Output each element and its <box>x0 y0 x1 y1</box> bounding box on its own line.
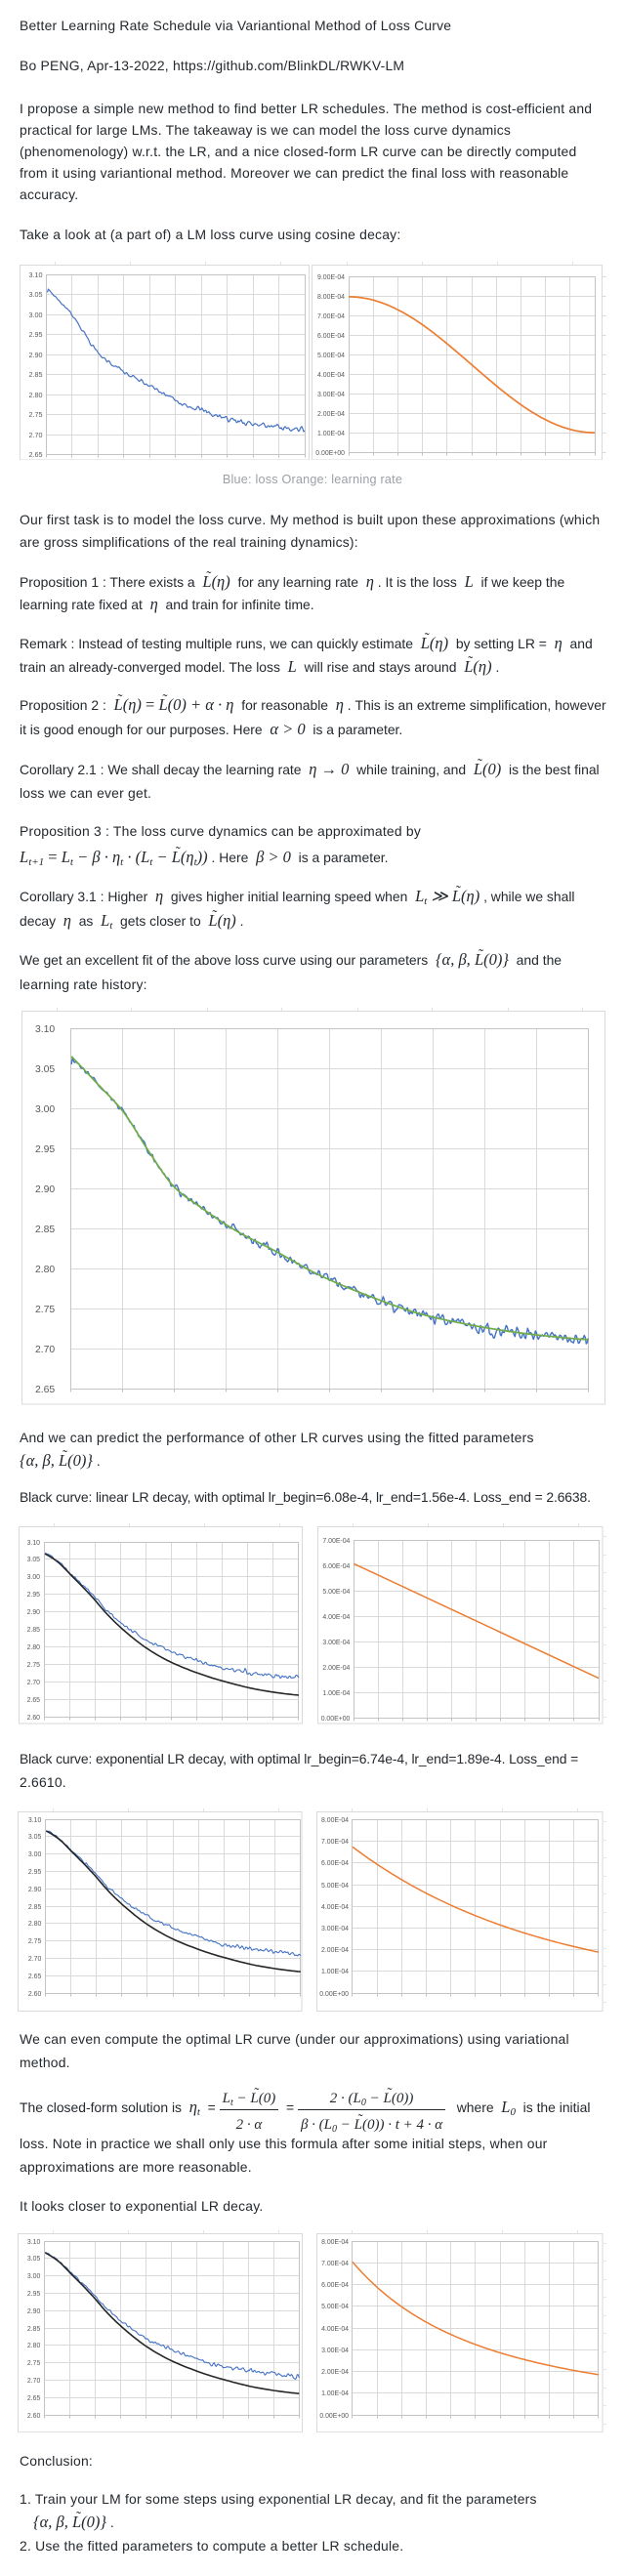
svg-text:2.80: 2.80 <box>27 2343 41 2349</box>
svg-text:3.00E-04: 3.00E-04 <box>317 392 345 398</box>
svg-text:3.00E-04: 3.00E-04 <box>321 2347 349 2354</box>
svg-text:2.95: 2.95 <box>27 2291 41 2298</box>
svg-text:3.05: 3.05 <box>34 1064 54 1075</box>
svg-text:0.00E+00: 0.00E+00 <box>321 1716 351 1723</box>
svg-text:3.00: 3.00 <box>27 1574 41 1581</box>
svg-text:3.05: 3.05 <box>27 1557 41 1563</box>
svg-text:2.90: 2.90 <box>29 351 43 359</box>
svg-text:6.00E-04: 6.00E-04 <box>317 333 345 340</box>
svg-text:2.70: 2.70 <box>27 1680 41 1686</box>
svg-text:2.00E-04: 2.00E-04 <box>321 2369 349 2376</box>
svg-text:2.75: 2.75 <box>28 1938 42 1945</box>
svg-text:2.65: 2.65 <box>34 1385 54 1395</box>
svg-text:0.00E+00: 0.00E+00 <box>319 2413 349 2420</box>
svg-text:3.00: 3.00 <box>27 2273 41 2280</box>
svg-text:7.00E-04: 7.00E-04 <box>321 1839 349 1846</box>
svg-text:1.00E-04: 1.00E-04 <box>321 2390 349 2397</box>
svg-text:2.65: 2.65 <box>29 450 43 459</box>
svg-text:2.85: 2.85 <box>29 370 43 379</box>
svg-text:2.60: 2.60 <box>28 1991 42 1998</box>
svg-text:2.60: 2.60 <box>27 2413 41 2420</box>
svg-text:2.65: 2.65 <box>27 2395 41 2402</box>
svg-text:6.00E-04: 6.00E-04 <box>322 1563 350 1570</box>
svg-text:2.95: 2.95 <box>34 1144 54 1155</box>
svg-text:3.10: 3.10 <box>28 1817 42 1824</box>
svg-text:5.00E-04: 5.00E-04 <box>317 353 345 359</box>
svg-text:2.80: 2.80 <box>28 1921 42 1928</box>
svg-text:7.00E-04: 7.00E-04 <box>322 1538 350 1545</box>
svg-text:2.95: 2.95 <box>28 1869 42 1876</box>
svg-text:1.00E-04: 1.00E-04 <box>317 431 345 437</box>
svg-text:7.00E-04: 7.00E-04 <box>321 2261 349 2267</box>
svg-text:0.00E+00: 0.00E+00 <box>319 1991 349 1998</box>
svg-text:2.85: 2.85 <box>27 1627 41 1634</box>
svg-text:8.00E-04: 8.00E-04 <box>321 2239 349 2246</box>
svg-text:2.90: 2.90 <box>28 1887 42 1893</box>
svg-text:6.00E-04: 6.00E-04 <box>321 2282 349 2289</box>
svg-text:2.70: 2.70 <box>34 1345 54 1355</box>
svg-text:3.10: 3.10 <box>34 1024 54 1035</box>
svg-text:2.70: 2.70 <box>28 1956 42 1963</box>
svg-text:2.65: 2.65 <box>28 1974 42 1980</box>
svg-text:5.00E-04: 5.00E-04 <box>321 2304 349 2310</box>
svg-text:2.60: 2.60 <box>27 1715 41 1722</box>
svg-text:1.00E-04: 1.00E-04 <box>321 1969 349 1975</box>
svg-text:2.70: 2.70 <box>29 431 43 439</box>
svg-text:8.00E-04: 8.00E-04 <box>317 294 345 301</box>
svg-text:2.65: 2.65 <box>27 1697 41 1704</box>
svg-text:7.00E-04: 7.00E-04 <box>317 313 345 320</box>
svg-text:9.00E-04: 9.00E-04 <box>317 274 345 281</box>
svg-text:4.00E-04: 4.00E-04 <box>321 2326 349 2333</box>
svg-text:2.85: 2.85 <box>34 1225 54 1235</box>
svg-text:3.00: 3.00 <box>28 1851 42 1858</box>
svg-text:5.00E-04: 5.00E-04 <box>321 1883 349 1890</box>
svg-text:2.90: 2.90 <box>34 1184 54 1195</box>
svg-text:2.75: 2.75 <box>27 1662 41 1669</box>
svg-text:2.80: 2.80 <box>34 1265 54 1275</box>
svg-text:2.75: 2.75 <box>29 410 43 419</box>
svg-text:3.10: 3.10 <box>27 2239 41 2246</box>
svg-text:2.90: 2.90 <box>27 1609 41 1616</box>
svg-text:2.00E-04: 2.00E-04 <box>321 1947 349 1954</box>
svg-text:3.00: 3.00 <box>29 311 43 319</box>
svg-text:3.05: 3.05 <box>29 290 43 299</box>
svg-text:2.80: 2.80 <box>29 391 43 399</box>
svg-text:2.85: 2.85 <box>27 2326 41 2333</box>
svg-text:3.00E-04: 3.00E-04 <box>321 1926 349 1932</box>
svg-text:4.00E-04: 4.00E-04 <box>321 1904 349 1911</box>
svg-text:2.70: 2.70 <box>27 2378 41 2385</box>
svg-text:3.05: 3.05 <box>27 2256 41 2263</box>
svg-text:5.00E-04: 5.00E-04 <box>322 1589 350 1596</box>
svg-text:4.00E-04: 4.00E-04 <box>317 372 345 379</box>
svg-text:8.00E-04: 8.00E-04 <box>321 1817 349 1824</box>
svg-text:3.10: 3.10 <box>27 1540 41 1547</box>
svg-text:1.00E-04: 1.00E-04 <box>322 1690 350 1697</box>
svg-text:3.00E-04: 3.00E-04 <box>322 1640 350 1646</box>
svg-text:2.85: 2.85 <box>28 1904 42 1911</box>
svg-text:0.00E+00: 0.00E+00 <box>315 450 345 457</box>
svg-text:2.95: 2.95 <box>29 330 43 339</box>
svg-text:3.00: 3.00 <box>34 1104 54 1115</box>
svg-text:2.80: 2.80 <box>27 1644 41 1651</box>
svg-text:2.90: 2.90 <box>27 2308 41 2315</box>
svg-text:3.05: 3.05 <box>28 1834 42 1841</box>
svg-text:2.75: 2.75 <box>27 2360 41 2367</box>
svg-text:2.00E-04: 2.00E-04 <box>322 1665 350 1672</box>
svg-text:4.00E-04: 4.00E-04 <box>322 1614 350 1621</box>
svg-text:2.75: 2.75 <box>34 1305 54 1315</box>
svg-text:3.10: 3.10 <box>29 270 43 279</box>
svg-text:2.95: 2.95 <box>27 1592 41 1599</box>
svg-text:6.00E-04: 6.00E-04 <box>321 1860 349 1867</box>
svg-text:2.00E-04: 2.00E-04 <box>317 411 345 418</box>
